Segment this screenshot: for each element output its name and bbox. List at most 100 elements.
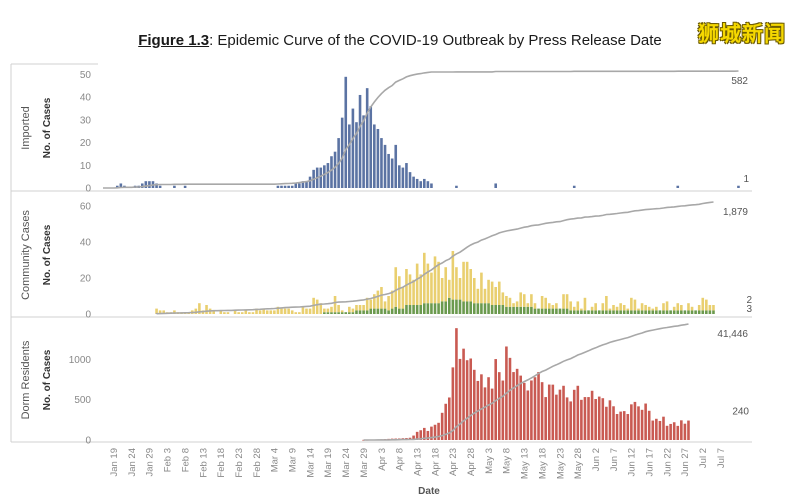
bar-linked <box>158 310 162 314</box>
bar-unlinked <box>530 306 533 314</box>
bar <box>447 397 451 440</box>
bar <box>655 418 658 440</box>
x-tick-label: Jan 24 <box>127 448 138 477</box>
x-tick-label: Jan 29 <box>145 448 156 477</box>
x-axis-label: Date <box>418 486 440 497</box>
bar <box>562 385 565 440</box>
bar-linked <box>280 308 283 314</box>
bar-linked <box>451 251 455 300</box>
bar-unlinked <box>419 305 423 314</box>
bar-linked <box>223 312 226 314</box>
x-tick-label: Apr 8 <box>395 448 406 471</box>
bar-linked <box>508 297 512 307</box>
bar-linked <box>337 305 340 313</box>
bar-unlinked <box>640 310 644 314</box>
bar-unlinked <box>537 308 540 314</box>
bar <box>348 124 351 188</box>
bar-linked <box>276 306 280 314</box>
bar-unlinked <box>637 310 640 314</box>
bar <box>583 397 587 440</box>
bar-linked <box>680 305 683 311</box>
bar-linked <box>526 303 530 307</box>
x-tick-label: Mar 4 <box>270 448 281 472</box>
bar-unlinked <box>383 308 387 314</box>
bar-linked <box>273 310 276 314</box>
bar-linked <box>308 308 312 314</box>
bar-linked <box>476 288 480 304</box>
bar-linked <box>205 305 208 314</box>
bar-unlinked <box>647 310 651 314</box>
bar-linked <box>155 308 158 314</box>
bar-linked <box>405 269 408 305</box>
bar <box>326 163 330 188</box>
bar-unlinked <box>326 312 330 314</box>
bar <box>290 185 294 188</box>
bar-unlinked <box>712 310 715 314</box>
bar <box>544 397 547 440</box>
bar-unlinked <box>483 303 487 314</box>
bar-linked <box>519 292 522 307</box>
x-tick-label: Apr 23 <box>448 448 459 476</box>
bar-unlinked <box>430 303 433 314</box>
bar-unlinked <box>501 305 505 314</box>
bar-unlinked <box>433 303 437 314</box>
bar-linked <box>348 306 351 313</box>
x-tick-label: Mar 29 <box>359 448 370 478</box>
bar-linked <box>469 269 473 302</box>
bar-linked <box>294 312 298 314</box>
bar <box>601 398 605 440</box>
bar-linked <box>194 308 198 314</box>
bar-linked <box>515 301 519 307</box>
bar <box>440 412 444 440</box>
bar <box>512 372 515 440</box>
bar-unlinked <box>344 312 348 314</box>
bar <box>340 117 344 188</box>
bar-linked <box>630 297 633 311</box>
y-axis-label-community: No. of Cases <box>42 224 53 285</box>
bar <box>680 420 683 440</box>
bar-linked <box>601 303 605 311</box>
bar <box>519 375 522 440</box>
bar-linked <box>662 303 665 311</box>
y-tick-label: 10 <box>80 161 92 172</box>
chart-title: Figure 1.3: Epidemic Curve of the COVID-… <box>0 32 800 49</box>
bar-linked <box>351 308 355 313</box>
bar <box>576 385 580 440</box>
bar <box>526 390 530 440</box>
bar <box>587 397 590 440</box>
bar-linked <box>287 308 290 314</box>
bar-unlinked <box>665 310 669 314</box>
bar-unlinked <box>408 305 412 314</box>
bar <box>433 424 437 440</box>
bar-linked <box>522 294 526 307</box>
bar <box>319 167 323 188</box>
bar <box>398 165 401 188</box>
x-tick-label: Jun 27 <box>680 448 691 477</box>
bar <box>672 422 676 440</box>
x-tick-label: May 23 <box>555 448 566 479</box>
bar <box>494 359 497 440</box>
bar-linked <box>512 303 515 307</box>
x-tick-label: Feb 28 <box>252 448 263 478</box>
bar <box>380 138 383 188</box>
bar-linked <box>562 294 565 309</box>
bar-linked <box>355 305 358 311</box>
bar-linked <box>530 294 533 307</box>
x-tick-label: Feb 23 <box>234 448 245 478</box>
y-tick-label: 0 <box>85 436 91 447</box>
bar <box>451 367 455 440</box>
x-tick-label: Mar 14 <box>305 448 316 478</box>
x-tick-label: Jun 22 <box>662 448 673 477</box>
bar-unlinked <box>612 310 615 314</box>
bar-linked <box>605 296 608 311</box>
bar-unlinked <box>562 308 565 314</box>
bar <box>669 423 672 440</box>
bar <box>662 416 665 440</box>
bar <box>637 406 640 440</box>
bar <box>522 382 526 440</box>
bar-linked <box>576 301 580 311</box>
x-tick-label: May 3 <box>484 448 495 474</box>
bar <box>483 387 487 440</box>
bar-linked <box>315 299 319 314</box>
